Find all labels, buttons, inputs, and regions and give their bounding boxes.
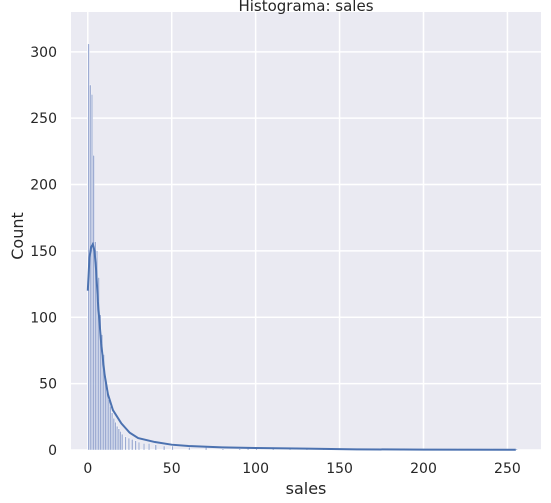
histogram-bar <box>121 433 124 451</box>
x-tick-label: 50 <box>163 461 181 477</box>
y-tick-label: 100 <box>30 310 57 326</box>
histogram-bar <box>111 412 114 451</box>
y-tick-label: 150 <box>30 244 57 260</box>
histogram-bar <box>205 447 208 451</box>
chart-title: Histograma: sales <box>238 0 373 15</box>
histogram-bar <box>117 428 120 451</box>
x-tick-label: 100 <box>242 461 269 477</box>
y-tick-label: 250 <box>30 111 57 127</box>
y-tick-label: 300 <box>30 45 57 61</box>
x-tick-label: 0 <box>83 461 92 477</box>
histogram-bar <box>221 448 224 451</box>
histogram-bar <box>163 445 166 451</box>
plot-background <box>71 12 541 450</box>
histogram-bar <box>188 447 191 451</box>
histogram-bar <box>92 155 95 451</box>
histogram-bar <box>119 431 122 451</box>
y-axis-label: Count <box>8 212 27 260</box>
histogram-bar <box>109 406 112 451</box>
histogram-bar <box>124 436 127 451</box>
histogram-bar <box>127 437 130 451</box>
histogram-bar <box>112 417 115 451</box>
kde-curve <box>86 241 516 451</box>
y-tick-label: 0 <box>48 443 57 459</box>
histogram-bar <box>87 43 90 451</box>
grid-lines <box>71 12 541 451</box>
histogram-bar <box>134 440 137 451</box>
histogram-bar <box>131 439 134 451</box>
x-tick-label: 150 <box>326 461 353 477</box>
histogram-bar <box>114 421 117 451</box>
histogram-bar <box>171 445 174 451</box>
histogram-bar <box>116 425 119 451</box>
x-tick-label: 250 <box>494 461 521 477</box>
histogram-bar <box>142 443 146 451</box>
x-axis-label: sales <box>286 479 327 498</box>
x-tick-labels: 0 50 100 150 200 250 <box>83 461 520 477</box>
histogram-bar <box>107 399 110 451</box>
histogram-bar <box>148 443 151 451</box>
y-tick-labels: 0 50 100 150 200 250 300 <box>30 45 57 459</box>
histogram-bar <box>154 444 157 451</box>
histogram-bar <box>106 388 109 451</box>
histogram-bar <box>137 441 141 451</box>
y-tick-label: 50 <box>39 377 57 393</box>
y-tick-label: 200 <box>30 178 57 194</box>
x-tick-label: 200 <box>410 461 437 477</box>
histogram-bar <box>515 448 518 451</box>
histogram-bar <box>90 94 94 451</box>
histogram-bar <box>238 448 241 451</box>
